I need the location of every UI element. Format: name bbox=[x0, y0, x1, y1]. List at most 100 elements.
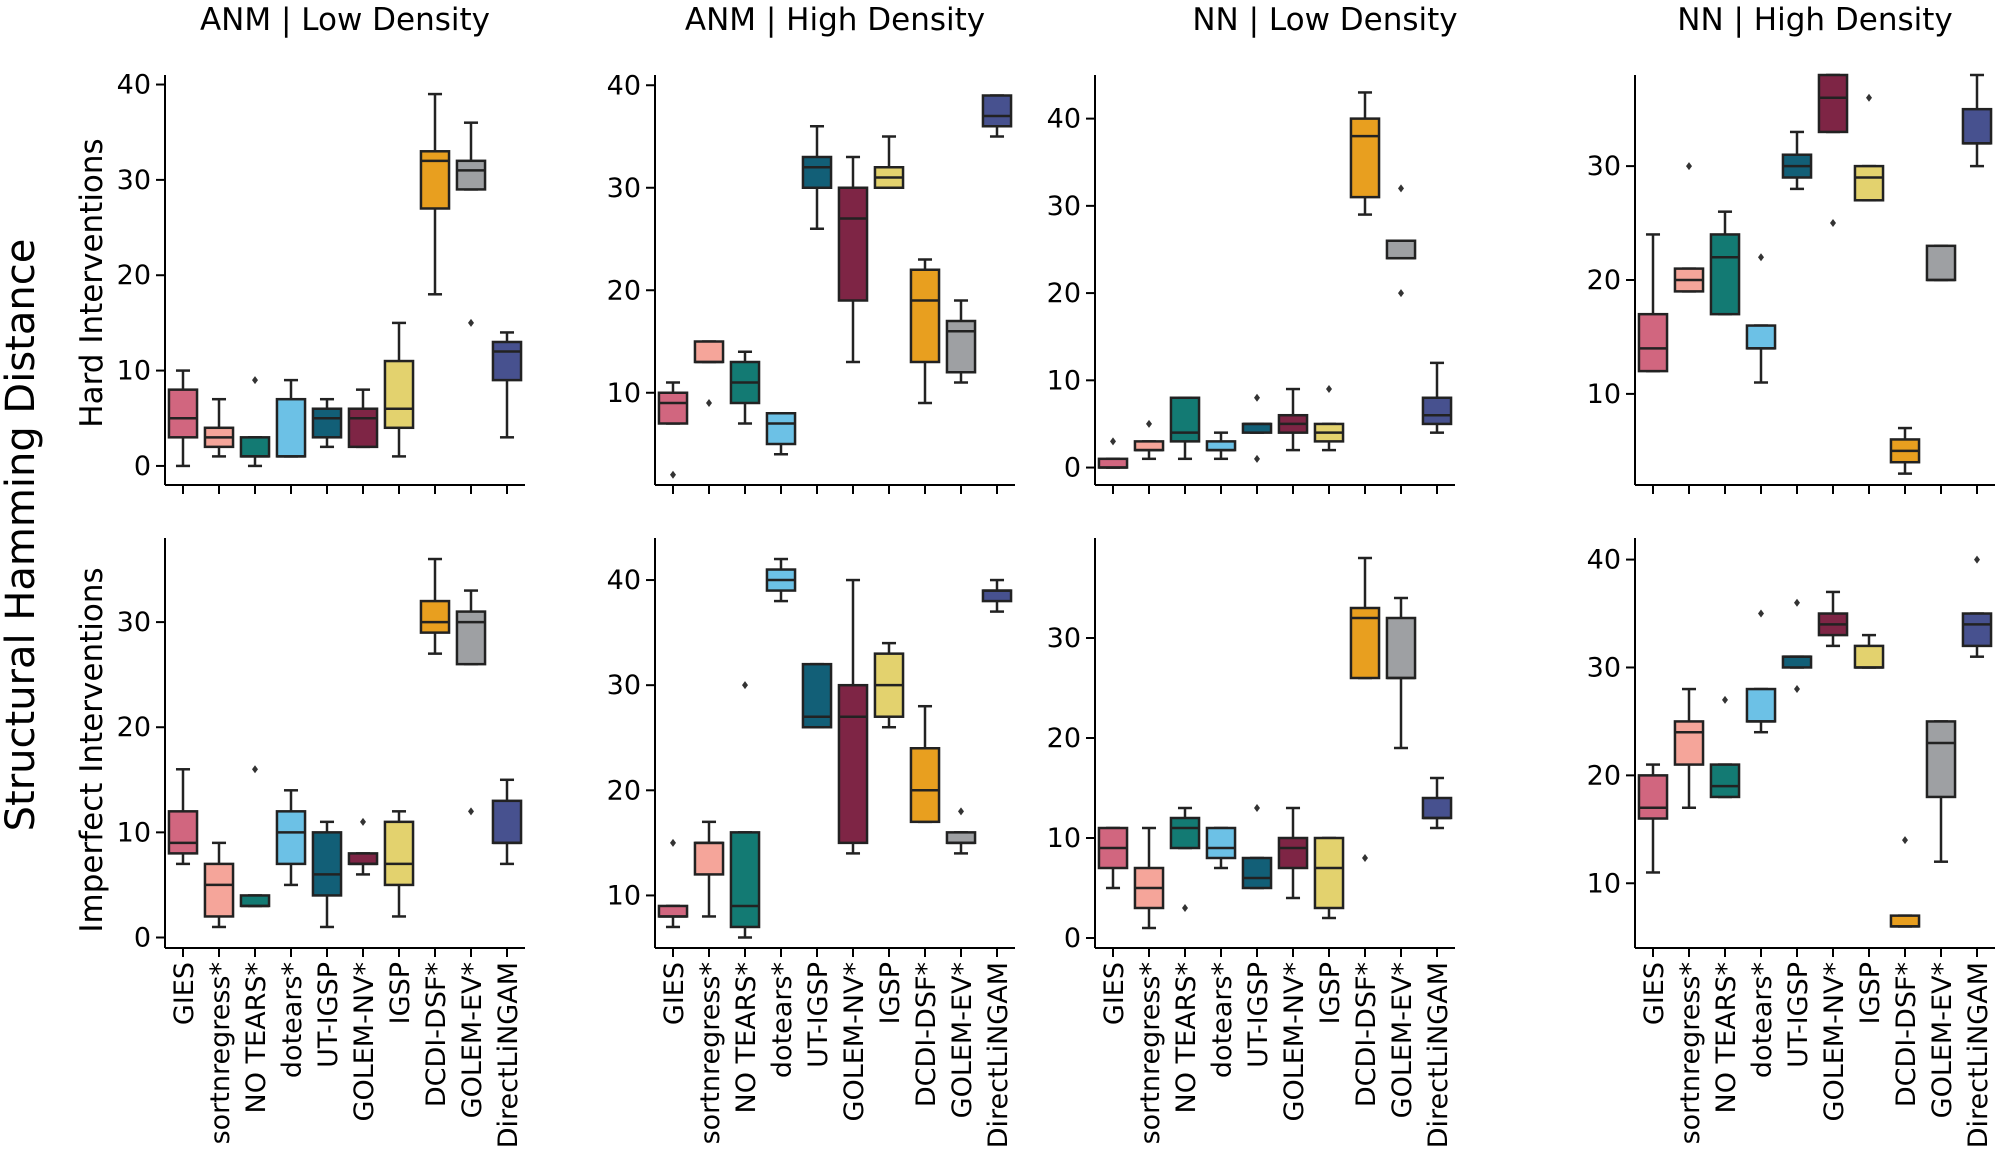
y-tick-label: 30 bbox=[1047, 191, 1081, 222]
x-tick-label: IGSP bbox=[875, 962, 906, 1024]
box-iqr bbox=[1745, 324, 1777, 350]
box-GOLEM-NV* bbox=[1277, 806, 1309, 900]
box-UT-IGSP bbox=[801, 125, 833, 230]
x-tick-label: UT-IGSP bbox=[1783, 962, 1814, 1068]
box-DirectLiNGAM bbox=[491, 778, 523, 866]
box-GIES bbox=[657, 838, 689, 929]
flier-point bbox=[1794, 598, 1800, 607]
box-iqr bbox=[275, 397, 307, 458]
panel-1: 10 20 30 40 bbox=[607, 70, 1015, 494]
col-title-nn-high: NN | High Density bbox=[1677, 2, 1953, 38]
box-dotears* bbox=[765, 557, 797, 603]
box-iqr bbox=[1853, 164, 1885, 202]
box-iqr bbox=[693, 340, 725, 364]
x-tick-label: IGSP bbox=[1855, 962, 1886, 1024]
col-title-anm-high: ANM | High Density bbox=[685, 2, 985, 38]
box-iqr bbox=[1241, 856, 1273, 890]
box-iqr bbox=[347, 852, 379, 866]
box-NO TEARS* bbox=[239, 376, 271, 468]
box-NO TEARS* bbox=[729, 350, 761, 425]
x-tick-label: GOLEM-EV* bbox=[457, 962, 488, 1118]
box-GOLEM-EV* bbox=[455, 589, 487, 816]
box-GOLEM-EV* bbox=[1385, 596, 1417, 750]
box-GIES bbox=[1637, 763, 1669, 874]
x-tick-label: GIES bbox=[1099, 962, 1130, 1025]
y-tick-label: 0 bbox=[134, 922, 151, 953]
box-UT-IGSP bbox=[801, 662, 833, 729]
box-iqr bbox=[491, 340, 523, 382]
flier-point bbox=[1866, 93, 1872, 102]
box-GOLEM-NV* bbox=[347, 817, 379, 876]
box-IGSP bbox=[1853, 633, 1885, 669]
x-tick-label: NO TEARS* bbox=[241, 962, 272, 1113]
box-iqr bbox=[383, 820, 415, 887]
box-NO TEARS* bbox=[1709, 695, 1741, 799]
box-GIES bbox=[167, 369, 199, 468]
y-tick-label: 40 bbox=[607, 70, 641, 101]
y-tick-label: 20 bbox=[1587, 760, 1621, 791]
box-DCDI-DSF* bbox=[1889, 836, 1921, 928]
y-tick-label: 40 bbox=[1047, 104, 1081, 135]
x-tick-label: DCDI-DSF* bbox=[421, 962, 452, 1107]
flier-point bbox=[958, 807, 964, 816]
row-label-hard: Hard Interventions bbox=[74, 138, 110, 427]
y-tick-label: 0 bbox=[1064, 923, 1081, 954]
x-tick-label: DirectLiNGAM bbox=[493, 962, 524, 1148]
x-tick-label: sortnregress* bbox=[205, 962, 236, 1144]
x-tick-label: UT-IGSP bbox=[313, 962, 344, 1068]
y-tick-label: 0 bbox=[1064, 453, 1081, 484]
box-DirectLiNGAM bbox=[1961, 73, 1993, 168]
flier-point bbox=[670, 838, 676, 847]
box-iqr bbox=[491, 799, 523, 845]
box-NO TEARS* bbox=[1169, 396, 1201, 461]
flier-point bbox=[670, 470, 676, 479]
y-tick-label: 10 bbox=[607, 378, 641, 409]
box-sortnregress* bbox=[203, 397, 235, 458]
box-iqr bbox=[1205, 440, 1237, 452]
x-tick-label: GOLEM-NV* bbox=[839, 962, 870, 1121]
box-UT-IGSP bbox=[1781, 130, 1813, 191]
box-iqr bbox=[729, 831, 761, 929]
box-sortnregress* bbox=[1133, 419, 1165, 461]
box-NO TEARS* bbox=[1169, 806, 1201, 912]
box-IGSP bbox=[1313, 836, 1345, 920]
y-tick-label: 10 bbox=[117, 356, 151, 387]
x-tick-label: DirectLiNGAM bbox=[983, 962, 1014, 1148]
y-tick-label: 30 bbox=[607, 670, 641, 701]
x-tick-label: GOLEM-NV* bbox=[1279, 962, 1310, 1121]
flier-point bbox=[468, 807, 474, 816]
box-iqr bbox=[1745, 687, 1777, 723]
box-GOLEM-EV* bbox=[1385, 184, 1417, 298]
box-sortnregress* bbox=[203, 841, 235, 929]
box-iqr bbox=[1925, 244, 1957, 282]
box-iqr bbox=[1097, 457, 1129, 469]
box-iqr bbox=[1385, 239, 1417, 260]
box-iqr bbox=[383, 359, 415, 430]
box-DCDI-DSF* bbox=[419, 557, 451, 655]
box-iqr bbox=[1709, 763, 1741, 799]
x-tick-label: DCDI-DSF* bbox=[1891, 962, 1922, 1107]
box-dotears* bbox=[1205, 826, 1237, 870]
box-UT-IGSP bbox=[1781, 598, 1813, 694]
x-tick-label: IGSP bbox=[1315, 962, 1346, 1024]
flier-point bbox=[1254, 804, 1260, 812]
box-iqr bbox=[1205, 826, 1237, 860]
x-tick-label: NO TEARS* bbox=[731, 962, 762, 1113]
figure-ylabel: Structural Hamming Distance bbox=[0, 239, 44, 832]
box-IGSP bbox=[873, 641, 905, 729]
flier-point bbox=[1362, 854, 1368, 862]
x-tick-label: GOLEM-EV* bbox=[947, 962, 978, 1118]
y-tick-label: 20 bbox=[1587, 265, 1621, 296]
x-tick-label: GOLEM-NV* bbox=[349, 962, 380, 1121]
y-tick-label: 10 bbox=[1587, 379, 1621, 410]
box-iqr bbox=[1385, 616, 1417, 680]
y-tick-label: 10 bbox=[607, 880, 641, 911]
y-tick-label: 40 bbox=[607, 565, 641, 596]
box-GOLEM-EV* bbox=[945, 299, 977, 384]
x-tick-label: dotears* bbox=[277, 962, 308, 1078]
box-DirectLiNGAM bbox=[1421, 776, 1453, 830]
box-iqr bbox=[1421, 796, 1453, 820]
col-title-anm-low: ANM | Low Density bbox=[200, 2, 490, 38]
box-iqr bbox=[1781, 655, 1813, 669]
flier-point bbox=[1398, 184, 1404, 193]
